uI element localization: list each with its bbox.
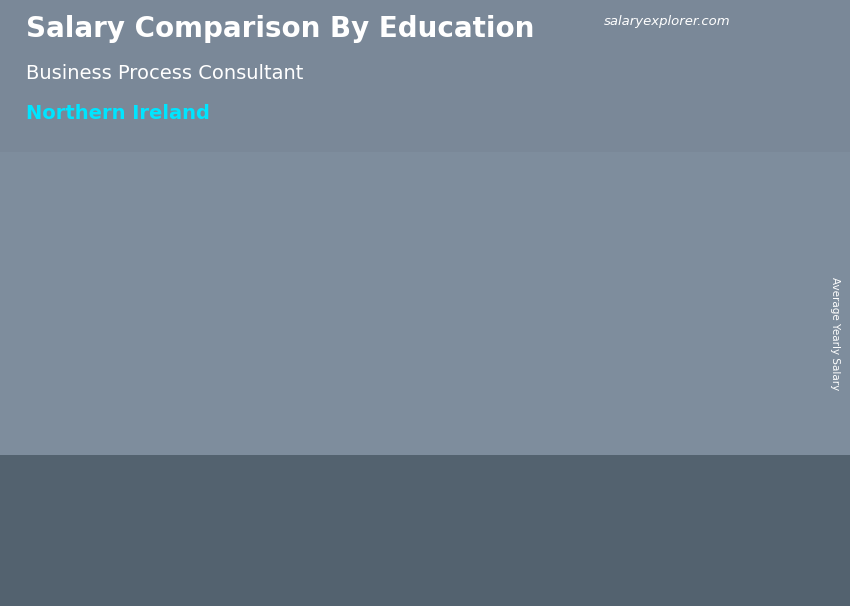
Polygon shape	[563, 165, 711, 177]
Polygon shape	[692, 165, 711, 485]
Polygon shape	[202, 339, 221, 485]
Polygon shape	[447, 255, 466, 485]
Text: 93,500 GBP: 93,500 GBP	[575, 155, 673, 170]
Bar	[0, 152, 850, 454]
Text: 67,300 GBP: 67,300 GBP	[330, 241, 428, 256]
Text: +58%: +58%	[201, 188, 286, 215]
Polygon shape	[73, 345, 202, 485]
Text: Salary Comparison By Education: Salary Comparison By Education	[26, 15, 534, 43]
Text: Average Yearly Salary: Average Yearly Salary	[830, 277, 840, 390]
Text: salaryexplorer.com: salaryexplorer.com	[604, 15, 730, 28]
Bar	[0, 454, 850, 606]
Polygon shape	[73, 339, 221, 345]
Polygon shape	[318, 255, 466, 264]
Text: Master's
Degree: Master's Degree	[600, 504, 673, 540]
Polygon shape	[563, 177, 692, 485]
Text: Business Process Consultant: Business Process Consultant	[26, 64, 303, 82]
Text: Certificate or
Diploma: Certificate or Diploma	[90, 504, 204, 540]
Text: Bachelor's
Degree: Bachelor's Degree	[348, 504, 436, 540]
Polygon shape	[318, 264, 447, 485]
Text: Northern Ireland: Northern Ireland	[26, 104, 209, 123]
Text: +39%: +39%	[445, 123, 530, 148]
Text: 42,500 GBP: 42,500 GBP	[85, 323, 184, 338]
